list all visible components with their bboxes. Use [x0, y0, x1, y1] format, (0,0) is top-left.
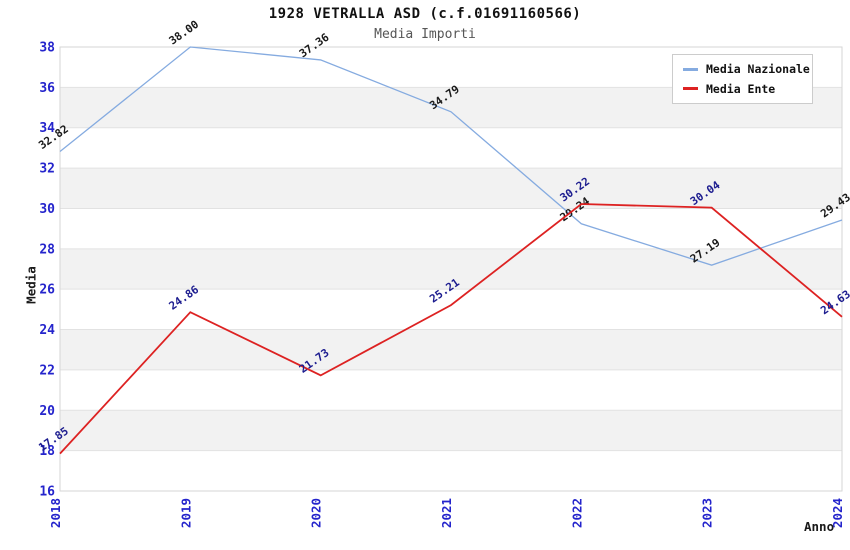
chart-title: 1928 VETRALLA ASD (c.f.01691160566) — [268, 6, 582, 22]
svg-text:2020: 2020 — [309, 498, 324, 528]
legend-label: Media Ente — [706, 81, 776, 96]
svg-text:24: 24 — [39, 323, 55, 338]
svg-text:2018: 2018 — [48, 498, 63, 528]
svg-text:28: 28 — [39, 242, 55, 257]
svg-text:38.00: 38.00 — [167, 18, 202, 48]
svg-text:2022: 2022 — [569, 498, 584, 528]
y-tick-labels: 16 18 20 22 24 26 28 30 32 34 36 38 — [39, 41, 55, 500]
legend: Media Nazionale Media Ente — [672, 54, 813, 104]
svg-text:22: 22 — [39, 363, 55, 378]
media-ente-line-swatch — [683, 87, 698, 91]
svg-text:2024: 2024 — [830, 498, 845, 528]
svg-text:16: 16 — [39, 485, 55, 500]
media-nazionale-line-swatch — [683, 67, 698, 71]
plot-border — [59, 46, 843, 492]
svg-text:24.63: 24.63 — [818, 288, 850, 318]
svg-text:2023: 2023 — [700, 498, 715, 528]
svg-text:34: 34 — [39, 121, 55, 136]
series-line-media-ente — [59, 203, 843, 455]
svg-text:26: 26 — [39, 283, 55, 298]
svg-text:30: 30 — [39, 202, 55, 217]
y-axis-title: Media — [23, 266, 39, 304]
chart-subtitle: Media Importi — [374, 27, 476, 42]
svg-text:2019: 2019 — [178, 498, 193, 528]
x-axis-title: Anno — [804, 519, 835, 534]
svg-text:20: 20 — [39, 404, 55, 419]
legend-item-media-ente: Media Ente — [683, 82, 812, 96]
svg-text:37.36: 37.36 — [297, 31, 332, 61]
series-line-media-nazionale — [59, 46, 843, 266]
svg-text:32: 32 — [39, 162, 55, 177]
svg-text:18: 18 — [39, 444, 55, 459]
svg-text:36: 36 — [39, 81, 55, 96]
grid-bands — [60, 87, 842, 451]
legend-item-media-nazionale: Media Nazionale — [683, 62, 812, 76]
svg-text:38: 38 — [39, 41, 55, 56]
x-tick-labels: 2018 2019 2020 2021 2022 2023 2024 — [48, 498, 845, 528]
legend-label: Media Nazionale — [706, 62, 810, 77]
svg-text:2021: 2021 — [439, 498, 454, 528]
